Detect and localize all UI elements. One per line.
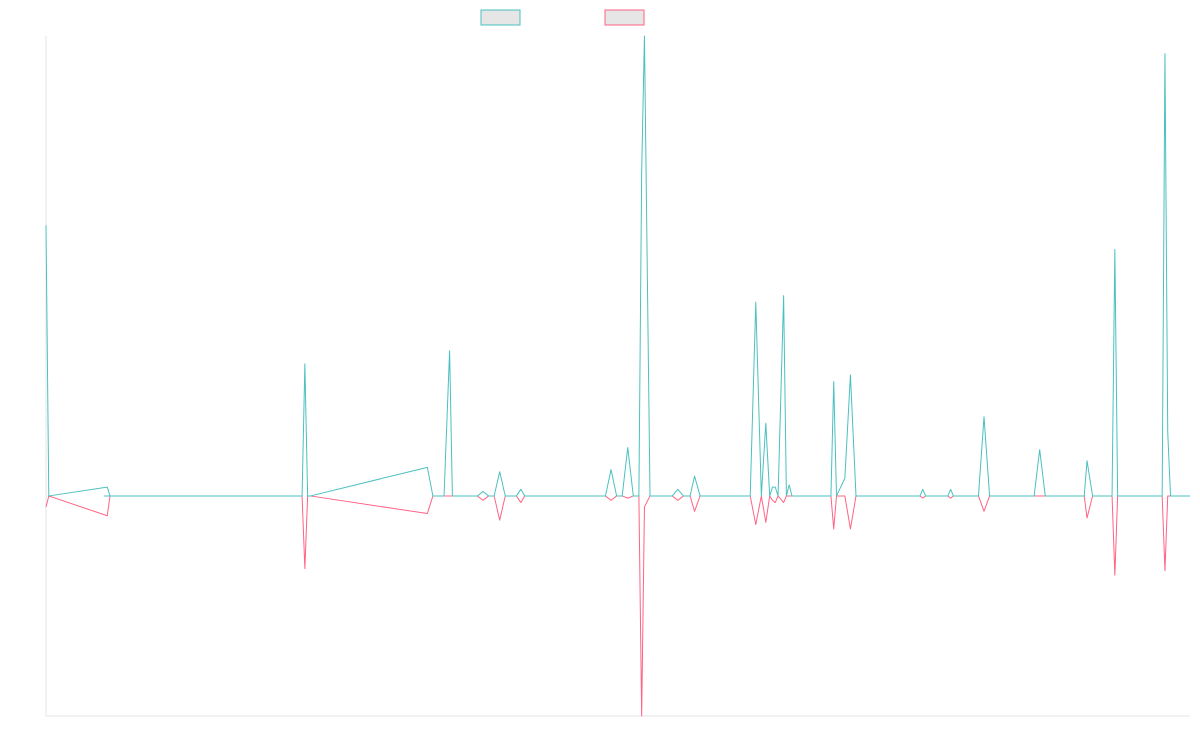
series-line-1 [45,495,1190,717]
series-layer [45,35,1190,717]
legend [480,9,645,26]
legend-swatch-1[interactable] [604,9,645,26]
series-line-0 [45,35,1190,497]
legend-swatch-0[interactable] [480,9,521,26]
